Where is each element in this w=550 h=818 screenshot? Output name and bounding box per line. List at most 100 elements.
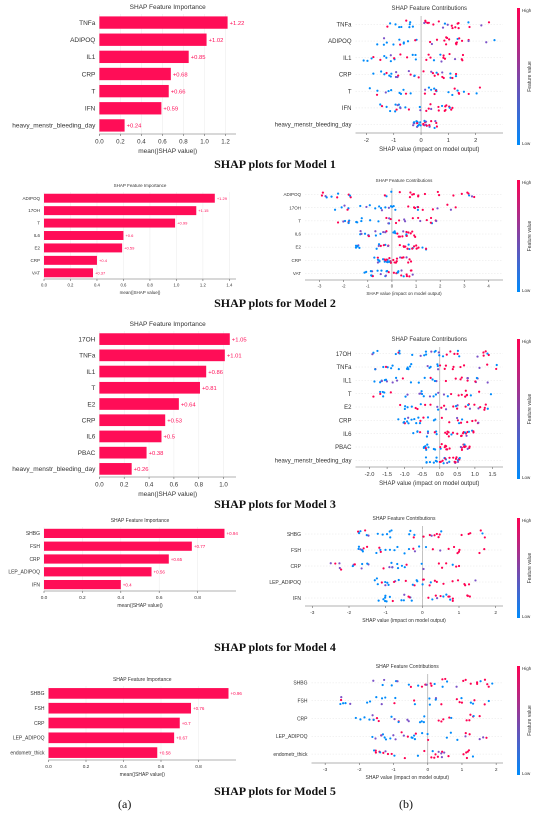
- shap-point: [336, 192, 340, 195]
- shap-point: [449, 72, 452, 75]
- shap-point: [375, 93, 379, 96]
- colorbar-axis-label: Feature value: [527, 552, 533, 583]
- shap-point: [370, 274, 373, 277]
- shap-point: [462, 90, 466, 93]
- shap-point: [405, 256, 408, 259]
- shap-point: [379, 548, 382, 551]
- x-axis-label: SHAP value (impact on model output): [366, 291, 442, 296]
- shap-point: [491, 682, 494, 685]
- category-label: endometr_thick: [10, 750, 45, 756]
- shap-point: [403, 407, 406, 411]
- shap-point: [416, 124, 420, 127]
- category-label: E2: [87, 401, 95, 408]
- shap-point: [442, 54, 445, 57]
- x-tick-label: 0.6: [158, 139, 167, 146]
- shap-point: [379, 751, 382, 754]
- shap-point: [463, 582, 466, 586]
- shap-point: [389, 391, 392, 394]
- shap-point: [390, 89, 393, 92]
- category-label: ADIPOQ: [22, 196, 40, 201]
- shap-point: [402, 734, 405, 737]
- shap-point: [416, 407, 419, 411]
- bar-value-label: +0.24: [127, 124, 143, 130]
- shap-point: [382, 751, 385, 754]
- colorbar-axis-label: Feature value: [527, 61, 533, 92]
- shap-point: [437, 105, 440, 109]
- shap-point: [409, 73, 412, 76]
- x-tick-label: -2: [364, 138, 369, 144]
- shap-point: [400, 256, 404, 259]
- shap-point: [435, 580, 438, 583]
- shap-point: [431, 208, 434, 211]
- shap-point: [466, 420, 469, 424]
- shap-point: [321, 191, 325, 194]
- shap-point: [454, 74, 458, 78]
- shap-point: [456, 419, 459, 422]
- shap-point: [448, 447, 451, 450]
- shap-point: [403, 220, 407, 223]
- shap-point: [422, 416, 425, 419]
- shap-point: [467, 430, 471, 433]
- shap-point: [415, 579, 418, 582]
- shap-point: [470, 195, 474, 198]
- shap-point: [459, 445, 462, 449]
- shap-point: [441, 678, 444, 681]
- shap-point: [468, 194, 471, 197]
- shap-point: [439, 549, 442, 552]
- shap-point: [407, 720, 410, 723]
- shap-point: [392, 258, 395, 262]
- category-label: TNFa: [79, 353, 96, 360]
- shap-point: [465, 394, 468, 397]
- shap-point: [444, 408, 448, 411]
- shap-point: [445, 593, 448, 596]
- shap-point: [367, 534, 370, 537]
- shap-point: [454, 405, 458, 408]
- shap-point: [412, 547, 415, 550]
- shap-point: [375, 247, 378, 250]
- x-tick-label: 0: [421, 610, 424, 616]
- shap-point: [385, 195, 388, 198]
- shap-point: [366, 562, 369, 565]
- bar: [44, 218, 176, 228]
- contributions-chart: SHAP Feature Contributions -3 -2 -1 0 1 2 3 4 ADI…: [283, 178, 533, 296]
- feature-label: CRP: [297, 716, 308, 722]
- shap-point: [438, 533, 441, 536]
- bar: [99, 446, 147, 459]
- feature-label: T: [348, 392, 352, 398]
- shap-point: [423, 376, 426, 379]
- shap-point: [399, 256, 402, 259]
- feature-label: T: [298, 218, 301, 223]
- shap-point: [429, 56, 432, 59]
- shap-point: [407, 205, 410, 208]
- importance-chart: SHAP Feature Importance 0.0 0.2 0.4 0.6 0.8 SH…: [8, 518, 238, 609]
- shap-point: [467, 39, 470, 43]
- bar: [44, 206, 197, 216]
- feature-label: T: [348, 89, 352, 95]
- shap-point: [320, 194, 324, 197]
- shap-point: [389, 737, 392, 740]
- shap-point: [399, 403, 402, 407]
- shap-point: [400, 564, 404, 567]
- shap-point: [443, 751, 446, 754]
- bar: [44, 193, 215, 203]
- bar-value-label: +0.86: [208, 370, 223, 376]
- shap-point: [448, 460, 451, 463]
- shap-point: [447, 547, 450, 550]
- shap-point: [403, 218, 406, 221]
- shap-point: [418, 422, 422, 425]
- shap-point: [397, 720, 400, 724]
- shap-point: [325, 196, 328, 199]
- bar: [48, 717, 180, 729]
- shap-point: [382, 43, 385, 46]
- shap-point: [361, 548, 364, 552]
- shap-point: [458, 456, 461, 460]
- contributions-title: SHAP Feature Contributions: [376, 178, 433, 183]
- shap-point: [349, 702, 352, 706]
- category-label: T: [37, 221, 40, 226]
- shap-point: [456, 349, 460, 353]
- colorbar-axis-label: Feature value: [527, 393, 533, 424]
- shap-point: [388, 217, 391, 220]
- shap-point: [460, 448, 464, 451]
- shap-point: [356, 245, 359, 248]
- shap-point: [386, 366, 389, 369]
